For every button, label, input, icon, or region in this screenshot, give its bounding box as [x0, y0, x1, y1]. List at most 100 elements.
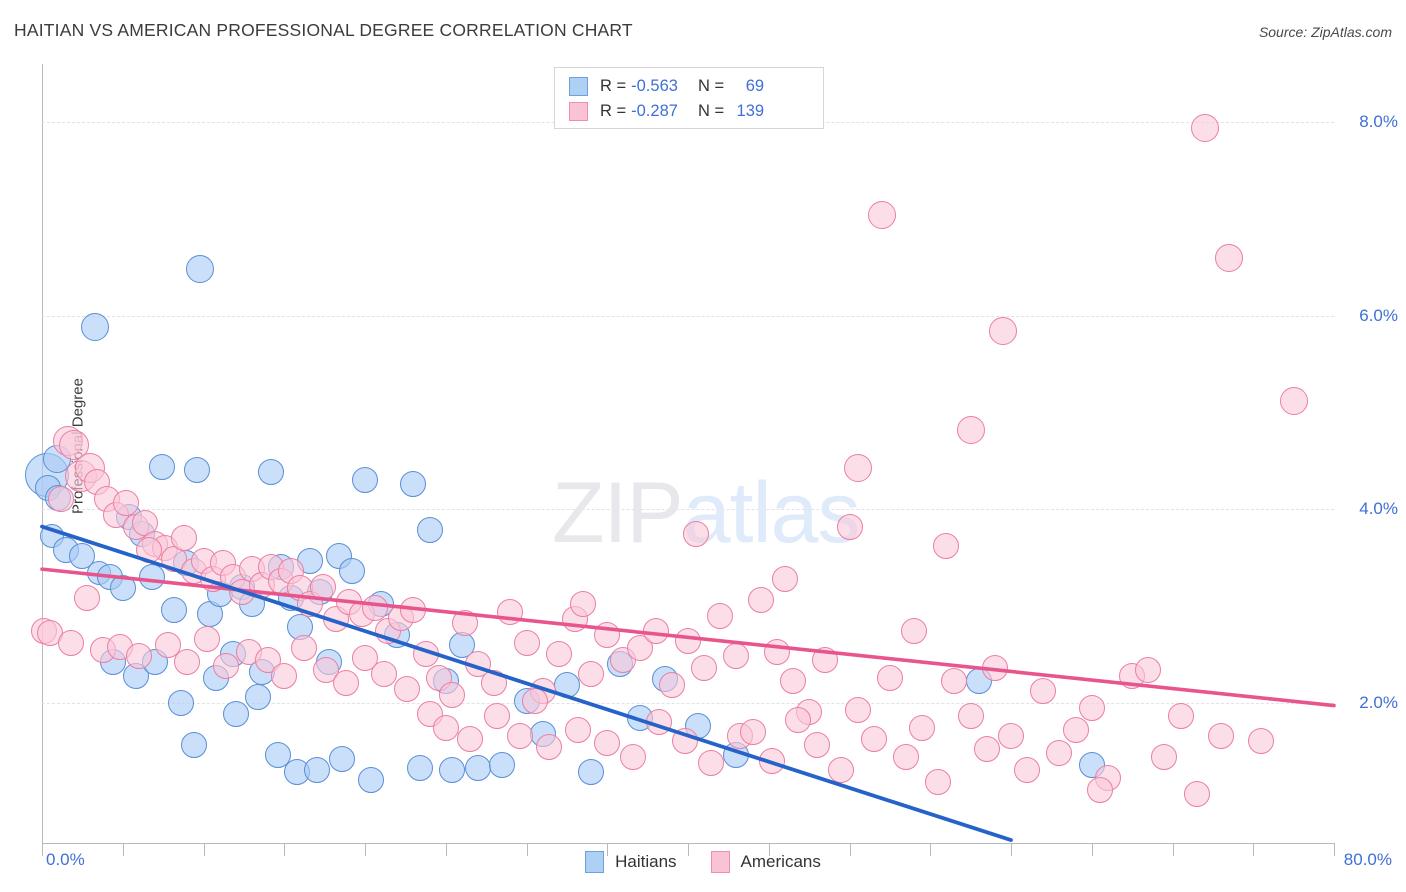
stats-row-haitians: R = -0.563 N = 69 — [569, 74, 813, 99]
data-point-americans — [675, 627, 701, 654]
data-point-haitians — [81, 313, 110, 342]
data-point-americans — [683, 521, 710, 548]
data-point-americans — [290, 635, 317, 662]
data-point-americans — [836, 513, 863, 540]
data-point-americans — [901, 618, 928, 645]
data-point-haitians — [553, 672, 580, 699]
data-point-americans — [1151, 743, 1178, 770]
data-point-haitians — [1078, 751, 1105, 778]
data-point-americans — [876, 664, 903, 691]
data-point-americans — [456, 726, 483, 753]
swatch-haitians-icon — [569, 77, 588, 96]
data-point-americans — [74, 585, 101, 612]
data-point-americans — [812, 647, 839, 674]
data-point-haitians — [465, 755, 492, 782]
data-point-americans — [843, 454, 872, 483]
data-point-americans — [804, 732, 831, 759]
data-point-americans — [1190, 113, 1219, 142]
data-point-americans — [691, 654, 718, 681]
data-point-americans — [956, 415, 985, 444]
x-axis-tick — [849, 843, 851, 856]
data-point-americans — [925, 769, 952, 796]
data-point-americans — [642, 618, 669, 645]
data-point-americans — [1215, 243, 1244, 272]
data-point-americans — [747, 587, 774, 614]
x-axis-tick — [607, 843, 609, 856]
data-point-americans — [658, 672, 685, 699]
data-point-americans — [484, 703, 511, 730]
data-point-americans — [112, 490, 139, 517]
watermark-zip: ZIP — [552, 465, 684, 561]
data-point-americans — [973, 736, 1000, 763]
data-point-americans — [1062, 716, 1089, 743]
data-point-americans — [393, 676, 420, 703]
data-point-americans — [828, 757, 855, 784]
r-label-haitians: R = — [600, 77, 627, 95]
data-point-haitians — [222, 701, 249, 728]
data-point-haitians — [578, 759, 605, 786]
x-axis-tick — [1011, 843, 1012, 856]
data-point-haitians — [406, 755, 433, 782]
legend-swatch-americans-icon — [710, 851, 730, 873]
data-point-haitians — [180, 732, 207, 759]
data-point-americans — [310, 573, 336, 600]
data-point-haitians — [339, 558, 366, 585]
data-point-americans — [400, 596, 427, 623]
series-legend: Haitians Americans — [0, 851, 1406, 873]
data-point-americans — [1167, 703, 1194, 730]
data-point-americans — [594, 730, 621, 757]
legend-item-americans[interactable]: Americans — [710, 851, 821, 873]
x-axis-tick — [930, 843, 932, 856]
data-point-americans — [1207, 722, 1234, 749]
data-point-americans — [671, 728, 698, 755]
y-axis-tick-label: 2.0% — [1359, 692, 1398, 712]
data-point-americans — [332, 670, 359, 697]
data-point-americans — [1030, 678, 1057, 705]
plot-area: ZIPatlas — [24, 64, 1336, 856]
data-point-americans — [371, 660, 398, 687]
data-point-americans — [909, 714, 936, 741]
data-point-americans — [779, 668, 806, 695]
data-point-americans — [739, 718, 766, 745]
data-point-americans — [213, 652, 240, 679]
legend-swatch-haitians-icon — [585, 851, 605, 873]
r-value-haitians: -0.563 — [631, 77, 678, 95]
data-point-haitians — [329, 745, 356, 772]
gridline — [42, 315, 1334, 317]
data-point-americans — [439, 681, 466, 708]
x-axis-label-max: 80.0% — [1343, 850, 1392, 869]
y-axis-tick-label: 4.0% — [1359, 499, 1398, 519]
data-point-americans — [981, 654, 1008, 681]
x-axis-tick — [284, 843, 286, 856]
data-point-haitians — [439, 757, 466, 784]
x-axis-tick — [1091, 843, 1093, 856]
data-point-americans — [1086, 776, 1113, 803]
y-axis-tick-label: 8.0% — [1359, 112, 1398, 132]
watermark-atlas: atlas — [682, 465, 861, 561]
data-point-americans — [481, 670, 508, 697]
x-axis-tick — [1334, 843, 1335, 856]
y-axis-tick-label: 6.0% — [1359, 305, 1398, 325]
data-point-americans — [497, 598, 524, 625]
data-point-americans — [1135, 656, 1162, 683]
data-point-haitians — [258, 459, 285, 486]
data-point-haitians — [416, 517, 443, 544]
data-point-haitians — [109, 575, 136, 602]
data-point-americans — [361, 594, 388, 621]
legend-label-americans: Americans — [740, 852, 821, 871]
data-point-americans — [432, 714, 459, 741]
data-point-americans — [758, 747, 785, 774]
x-axis-tick — [768, 843, 770, 856]
data-point-haitians — [167, 689, 194, 716]
watermark: ZIPatlas — [552, 464, 861, 563]
data-point-americans — [723, 643, 750, 670]
data-point-haitians — [161, 596, 188, 623]
data-point-americans — [545, 641, 572, 668]
data-point-haitians — [148, 453, 175, 480]
data-point-americans — [58, 629, 85, 656]
data-point-americans — [171, 525, 198, 552]
x-axis-label-min: 0.0% — [46, 850, 85, 869]
stats-row-americans: R = -0.287 N = 139 — [569, 99, 813, 124]
data-point-americans — [707, 602, 734, 629]
legend-item-haitians[interactable]: Haitians — [585, 851, 677, 873]
